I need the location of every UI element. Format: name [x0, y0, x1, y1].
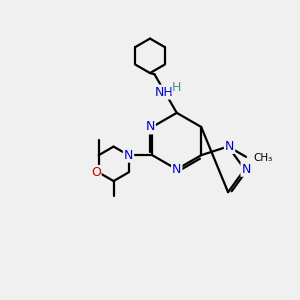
Text: O: O [91, 166, 100, 179]
Text: N: N [124, 149, 133, 162]
Text: N: N [172, 163, 182, 176]
Text: N: N [225, 140, 234, 153]
Text: CH₃: CH₃ [254, 153, 273, 164]
Text: N: N [242, 163, 251, 176]
Text: N: N [146, 121, 155, 134]
Text: H: H [172, 81, 182, 94]
Text: NH: NH [155, 85, 173, 99]
